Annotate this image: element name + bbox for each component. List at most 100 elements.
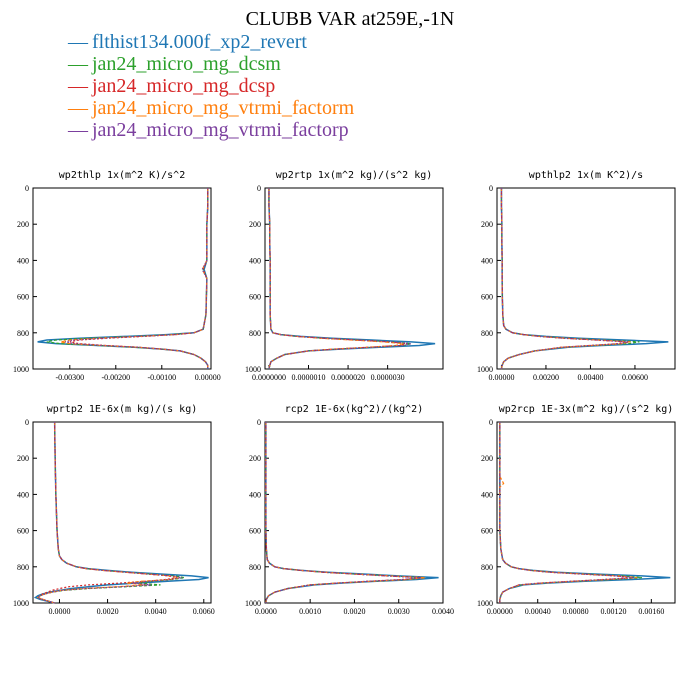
- series-line: [500, 188, 669, 370]
- x-tick-label: 0.0010: [299, 607, 321, 616]
- panel-frame: [264, 421, 444, 604]
- y-tick-label: 600: [249, 293, 261, 302]
- x-tick-label: 0.0030: [388, 607, 410, 616]
- x-tick-label: 0.00000: [487, 607, 513, 616]
- x-tick-label: 0.0000000: [252, 373, 286, 382]
- y-tick-label: 200: [249, 454, 261, 463]
- series-line: [500, 188, 627, 370]
- panel-title: rcp2 1E-6x(kg^2)/(kg^2): [285, 404, 423, 415]
- y-tick-label: 800: [249, 329, 261, 338]
- series-line: [36, 421, 180, 604]
- y-tick-label: 0: [25, 184, 29, 193]
- panel-frame: [264, 187, 444, 370]
- series-line: [60, 188, 209, 369]
- series-line: [265, 422, 426, 604]
- legend-entry: — jan24_micro_mg_dcsm: [68, 53, 354, 75]
- y-tick-label: 600: [481, 527, 493, 536]
- x-tick-label: -0.00200: [101, 373, 130, 382]
- y-tick-label: 200: [249, 220, 261, 229]
- y-tick-label: 800: [17, 329, 29, 338]
- y-tick-label: 0: [489, 184, 493, 193]
- y-tick-label: 0: [489, 418, 493, 427]
- x-tick-label: 0.0020: [343, 607, 365, 616]
- series-line: [36, 421, 183, 604]
- y-tick-label: 800: [17, 563, 29, 572]
- x-tick-label: 0.0040: [432, 607, 454, 616]
- legend-swatch: —: [68, 31, 88, 53]
- x-tick-label: 0.00400: [577, 373, 603, 382]
- legend-label: jan24_micro_mg_vtrmi_factorp: [92, 119, 349, 141]
- y-tick-label: 400: [481, 256, 493, 265]
- series-line: [268, 188, 436, 370]
- y-tick-label: 1000: [477, 599, 493, 608]
- y-tick-label: 800: [481, 329, 493, 338]
- x-tick-label: 0.0000020: [331, 373, 365, 382]
- y-tick-label: 0: [257, 184, 261, 193]
- x-tick-label: -0.00300: [55, 373, 84, 382]
- panel-frame: [496, 421, 676, 604]
- y-tick-label: 400: [249, 256, 261, 265]
- x-tick-label: 0.0040: [145, 607, 167, 616]
- x-tick-label: 0.00120: [600, 607, 626, 616]
- y-tick-label: 1000: [13, 365, 29, 374]
- series-line: [65, 188, 209, 369]
- x-tick-label: 0.00040: [525, 607, 551, 616]
- panel-frame: [496, 187, 676, 370]
- x-tick-label: 0.00160: [638, 607, 664, 616]
- x-tick-label: 0.0000030: [371, 373, 405, 382]
- panel-title: wpthlp2 1x(m K^2)/s: [529, 170, 643, 181]
- y-tick-label: 200: [17, 454, 29, 463]
- x-tick-label: 0.0000: [255, 607, 277, 616]
- legend-entry: — flthist134.000f_xp2_revert: [68, 31, 354, 53]
- y-tick-label: 200: [481, 454, 493, 463]
- chart-panel: wprtp2 1E-6x(m kg)/(s kg) 0 200 400 600 800 10…: [13, 404, 215, 616]
- y-tick-label: 600: [17, 527, 29, 536]
- y-tick-label: 200: [481, 220, 493, 229]
- x-tick-label: -0.00100: [147, 373, 176, 382]
- legend-swatch: —: [68, 75, 88, 97]
- chart-panel: wp2thlp 1x(m^2 K)/s^2 0 200 400 600 800 1000 -0…: [13, 170, 221, 382]
- series-line: [268, 188, 412, 370]
- series-line: [36, 421, 178, 604]
- x-tick-label: 0.00000: [195, 373, 221, 382]
- legend-entry: — jan24_micro_mg_dcsp: [68, 75, 354, 97]
- legend-swatch: —: [68, 119, 88, 141]
- series-line: [268, 188, 412, 370]
- x-tick-label: 0.0060: [193, 607, 215, 616]
- x-tick-label: 0.0020: [97, 607, 119, 616]
- panel-title: wp2rcp 1E-3x(m^2 kg)/(s^2 kg): [499, 404, 674, 415]
- chart-panel: wp2rtp 1x(m^2 kg)/(s^2 kg) 0 200 400 600 800 1…: [245, 170, 444, 382]
- x-tick-label: 0.00080: [563, 607, 589, 616]
- panel-title: wprtp2 1E-6x(m kg)/(s kg): [47, 404, 198, 415]
- figure-title: CLUBB VAR at259E,-1N: [245, 8, 455, 30]
- chart-panel: wpthlp2 1x(m K^2)/s020040060080010000.00…: [477, 170, 676, 382]
- series-line: [499, 422, 635, 603]
- series-line: [499, 422, 671, 603]
- series-line: [500, 188, 629, 370]
- y-tick-label: 0: [25, 418, 29, 427]
- legend-swatch: —: [68, 53, 88, 75]
- chart-panel: rcp2 1E-6x(kg^2)/(kg^2) 0 200 400 600 800 1000…: [245, 404, 454, 616]
- y-tick-label: 1000: [245, 599, 261, 608]
- y-tick-label: 0: [257, 418, 261, 427]
- legend-entry: — jan24_micro_mg_vtrmi_factorm: [68, 97, 354, 119]
- panel-title: wp2rtp 1x(m^2 kg)/(s^2 kg): [276, 170, 433, 181]
- legend: — flthist134.000f_xp2_revert — jan24_micro…: [68, 31, 354, 141]
- y-tick-label: 200: [17, 220, 29, 229]
- y-tick-label: 800: [249, 563, 261, 572]
- series-line: [500, 188, 631, 370]
- legend-label: flthist134.000f_xp2_revert: [92, 31, 307, 53]
- series-line: [33, 421, 209, 604]
- y-tick-label: 600: [481, 293, 493, 302]
- panel-title: wp2thlp 1x(m^2 K)/s^2: [59, 170, 185, 181]
- y-tick-label: 1000: [13, 599, 29, 608]
- panel-frame: [32, 421, 212, 604]
- x-tick-label: 0.0000010: [292, 373, 326, 382]
- x-tick-label: 0.0000: [48, 607, 70, 616]
- legend-entry: — jan24_micro_mg_vtrmi_factorp: [68, 119, 354, 141]
- series-line: [499, 422, 638, 603]
- legend-label: jan24_micro_mg_dcsm: [92, 53, 281, 75]
- chart-panel: wp2rcp 1E-3x(m^2 kg)/(s^2 kg) 0 200 400 600 8…: [477, 404, 676, 616]
- x-tick-label: 0.00000: [488, 373, 514, 382]
